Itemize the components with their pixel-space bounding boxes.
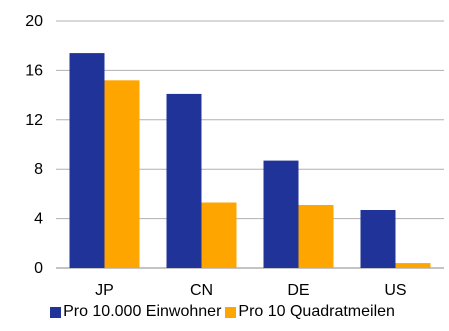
bar-de-series-1: [263, 160, 299, 268]
y-tick-label: 8: [34, 161, 43, 178]
legend-swatch-series-1: [50, 306, 62, 318]
legend-label-series-1: Pro 10.000 Einwohner: [63, 303, 222, 320]
x-axis-ticks: JP CN DE US: [95, 282, 406, 299]
bar-chart: 0 4 8 12 16 20 JP CN DE US: [25, 13, 444, 299]
bar-de-series-2: [298, 205, 334, 268]
x-tick-label-us: US: [384, 282, 406, 299]
bar-jp-series-1: [69, 53, 105, 268]
y-axis-ticks: 0 4 8 12 16 20: [25, 13, 43, 277]
y-tick-label: 16: [25, 62, 43, 79]
legend-label-series-2: Pro 10 Quadratmeilen: [238, 303, 395, 320]
legend: Pro 10.000 Einwohner Pro 10 Quadratmeile…: [0, 300, 449, 324]
legend-item-series-2: Pro 10 Quadratmeilen: [225, 303, 395, 321]
legend-swatch-series-2: [225, 306, 237, 318]
bar-us-series-2: [395, 263, 431, 268]
legend-item-series-1: Pro 10.000 Einwohner: [50, 303, 221, 321]
x-tick-label-cn: CN: [190, 282, 213, 299]
bars: [69, 53, 431, 269]
x-tick-label-jp: JP: [95, 282, 114, 299]
bar-cn-series-1: [166, 93, 202, 269]
y-tick-label: 12: [25, 112, 43, 129]
bar-jp-series-2: [104, 80, 140, 268]
y-tick-label: 4: [34, 211, 43, 228]
x-tick-label-de: DE: [287, 282, 309, 299]
y-tick-label: 20: [25, 13, 43, 30]
bar-cn-series-2: [201, 202, 237, 268]
bar-us-series-1: [360, 210, 396, 268]
y-tick-label: 0: [34, 260, 43, 277]
